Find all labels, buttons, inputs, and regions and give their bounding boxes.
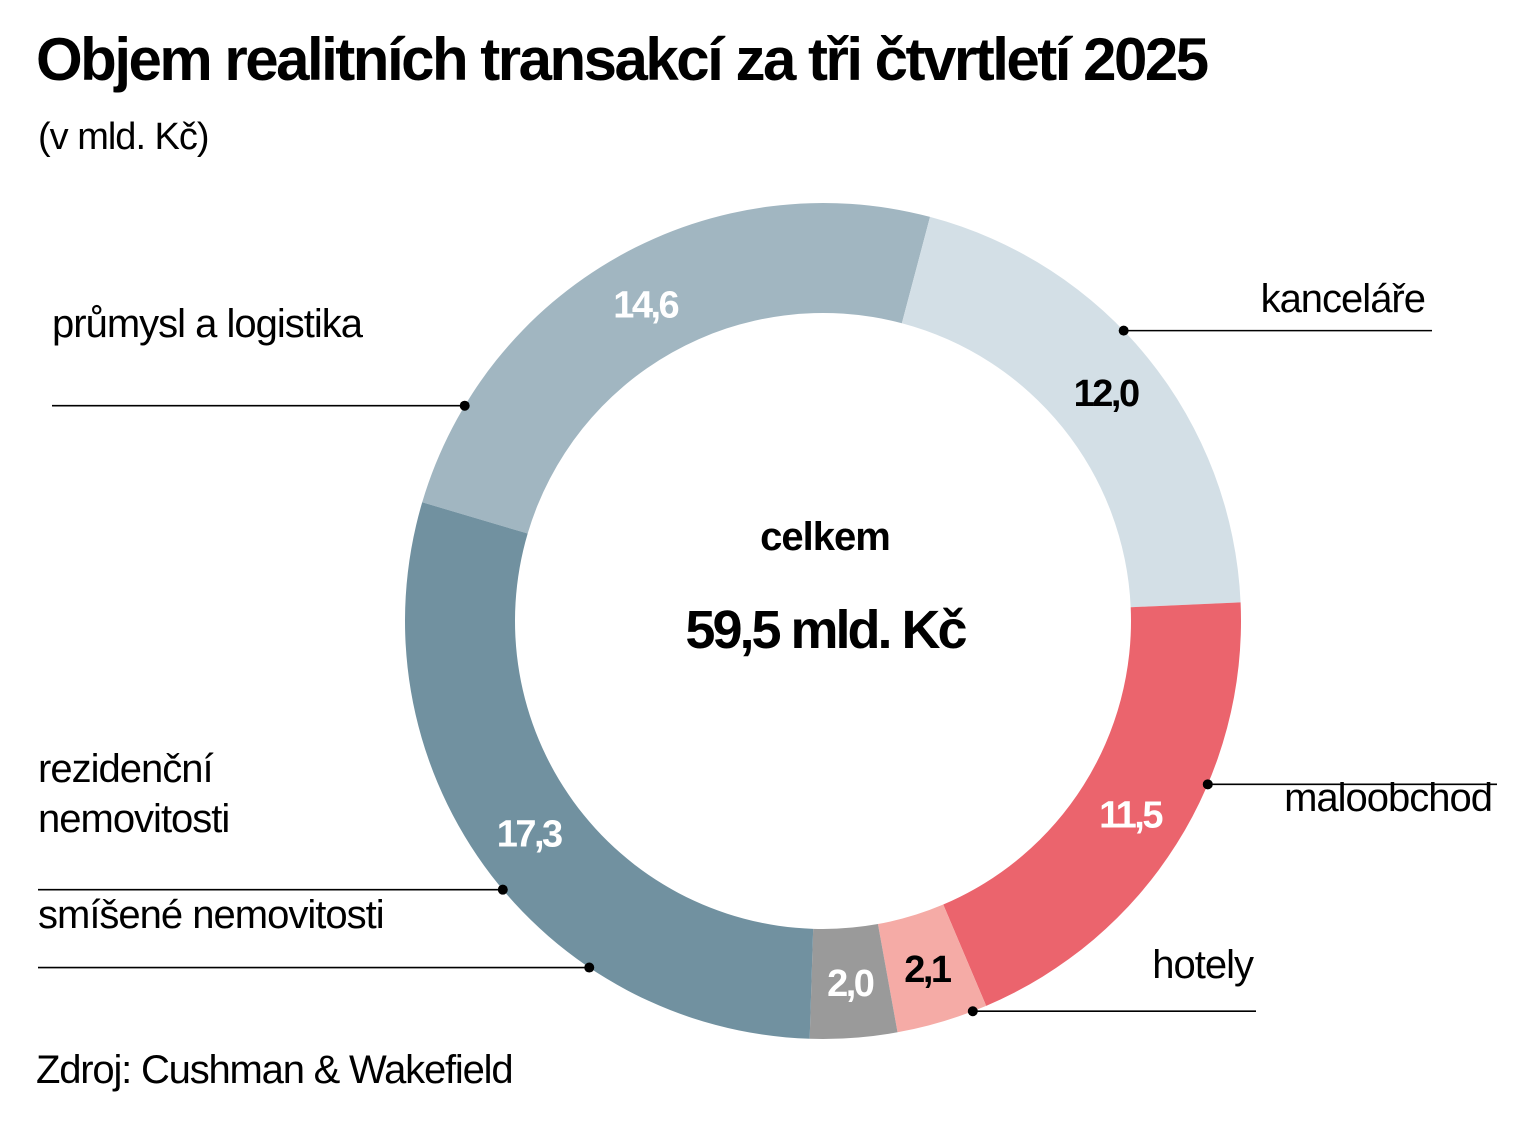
donut-slices (405, 203, 1241, 1039)
category-label: průmysl a logistika (52, 302, 364, 346)
chart-subtitle: (v mld. Kč) (38, 116, 210, 158)
slice-value-label: 12,0 (1074, 373, 1139, 415)
center-caption: celkem (760, 515, 890, 559)
category-callouts: kanceláře maloobchod hotely smíšené nemovit… (38, 277, 1497, 1017)
donut-slice (877, 904, 987, 1033)
center-total: 59,5 mld. Kč (685, 600, 966, 660)
category-label: smíšené nemovitosti (38, 893, 384, 937)
chart-title: Objem realitních transakcí za tři čtvrtl… (36, 26, 1209, 93)
slice-value-labels: 14,6 12,0 11,5 2,1 2,0 17,3 (497, 285, 1166, 1005)
source-note: Zdroj: Cushman & Wakefield (36, 1048, 514, 1092)
slice-value-label: 17,3 (497, 814, 562, 856)
category-label: kanceláře (1261, 277, 1425, 321)
category-label: maloobchod (1284, 776, 1492, 820)
donut-slice (809, 924, 898, 1039)
slice-value-label: 2,1 (904, 949, 952, 991)
slice-value-label: 14,6 (613, 285, 678, 327)
category-label: hotely (1152, 943, 1254, 987)
donut-slice (422, 203, 931, 534)
donut-slice (405, 502, 814, 1039)
donut-slice (943, 602, 1241, 1006)
slice-value-label: 11,5 (1099, 795, 1163, 837)
donut-slice (901, 216, 1241, 608)
slice-value-label: 2,0 (827, 963, 874, 1005)
category-label: rezidenční nemovitosti (38, 747, 229, 841)
